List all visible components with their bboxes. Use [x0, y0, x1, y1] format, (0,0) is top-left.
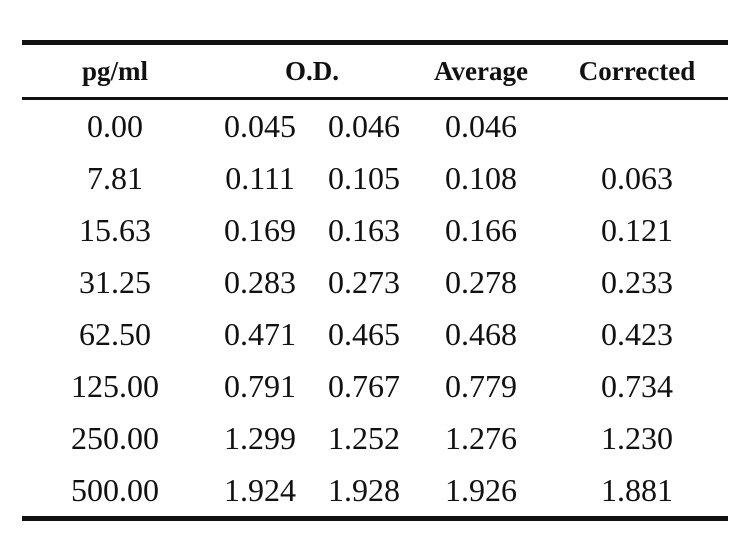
- table-bottom-rule: [22, 516, 728, 521]
- cell-concentration: 0.00: [87, 107, 143, 144]
- cell-concentration: 31.25: [79, 263, 151, 300]
- header-corrected: Corrected: [578, 55, 696, 86]
- table-top-rule: [22, 40, 728, 45]
- header-concentration: pg/ml: [81, 55, 148, 86]
- cell-average: 0.779: [445, 367, 517, 404]
- cell-corrected: 0.233: [601, 263, 673, 300]
- cell-average: 1.276: [445, 419, 517, 456]
- cell-average: 0.468: [445, 315, 517, 352]
- cell-concentration: 125.00: [71, 367, 159, 404]
- cell-corrected: 1.881: [601, 471, 673, 508]
- cell-average: 1.926: [445, 471, 517, 508]
- cell-average: 0.108: [445, 159, 517, 196]
- cell-od-1: 0.111: [225, 159, 295, 196]
- table-row: 31.25 0.283 0.273 0.278 0.233: [22, 256, 728, 308]
- header-od: O.D.: [285, 55, 339, 86]
- cell-od-1: 0.169: [224, 211, 296, 248]
- table-row: 15.63 0.169 0.163 0.166 0.121: [22, 204, 728, 256]
- table-row: 62.50 0.471 0.465 0.468 0.423: [22, 308, 728, 360]
- table-header-rule: [22, 97, 728, 100]
- table-body: 0.00 0.045 0.046 0.046 7.81 0.111 0.105 …: [22, 97, 728, 516]
- table-row: 0.00 0.045 0.046 0.046: [22, 100, 728, 152]
- table-row: 500.00 1.924 1.928 1.926 1.881: [22, 464, 728, 516]
- data-table: pg/ml O.D. Average Corrected 0.00 0.045 …: [22, 45, 728, 516]
- cell-od-2: 0.163: [328, 211, 400, 248]
- cell-od-2: 0.105: [328, 159, 400, 196]
- table-header: pg/ml O.D. Average Corrected: [22, 45, 728, 97]
- cell-od-2: 0.273: [328, 263, 400, 300]
- table-row: 7.81 0.111 0.105 0.108 0.063: [22, 152, 728, 204]
- cell-concentration: 62.50: [79, 315, 151, 352]
- cell-od-2: 0.767: [328, 367, 400, 404]
- cell-od-2: 0.465: [328, 315, 400, 352]
- cell-corrected: 1.230: [601, 419, 673, 456]
- table-row: 250.00 1.299 1.252 1.276 1.230: [22, 412, 728, 464]
- cell-average: 0.046: [445, 107, 517, 144]
- cell-od-1: 0.471: [224, 315, 296, 352]
- cell-od-1: 0.283: [224, 263, 296, 300]
- header-average: Average: [434, 55, 528, 86]
- cell-od-1: 0.045: [224, 107, 296, 144]
- cell-concentration: 7.81: [87, 159, 143, 196]
- cell-od-1: 1.299: [224, 419, 296, 456]
- table-row: 125.00 0.791 0.767 0.779 0.734: [22, 360, 728, 412]
- cell-od-2: 1.252: [328, 419, 400, 456]
- cell-average: 0.278: [445, 263, 517, 300]
- cell-average: 0.166: [445, 211, 517, 248]
- cell-od-2: 1.928: [328, 471, 400, 508]
- cell-concentration: 15.63: [79, 211, 151, 248]
- cell-corrected: [546, 100, 728, 152]
- cell-concentration: 500.00: [71, 471, 159, 508]
- cell-corrected: 0.734: [601, 367, 673, 404]
- cell-concentration: 250.00: [71, 419, 159, 456]
- cell-od-2: 0.046: [328, 107, 400, 144]
- cell-od-1: 0.791: [224, 367, 296, 404]
- cell-od-1: 1.924: [224, 471, 296, 508]
- cell-corrected: 0.063: [601, 159, 673, 196]
- cell-corrected: 0.121: [601, 211, 673, 248]
- standard-curve-table: pg/ml O.D. Average Corrected 0.00 0.045 …: [22, 40, 728, 521]
- header-row: pg/ml O.D. Average Corrected: [22, 45, 728, 97]
- cell-corrected: 0.423: [601, 315, 673, 352]
